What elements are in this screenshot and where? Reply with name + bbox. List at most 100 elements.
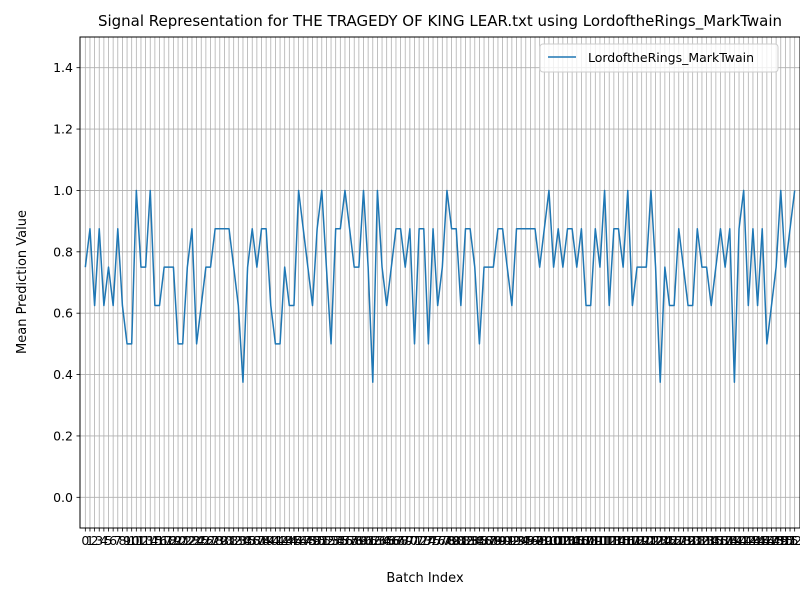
x-tick-label: 129: [671, 533, 695, 548]
x-tick-label: 48: [300, 533, 316, 548]
x-tick-label: 149: [764, 533, 788, 548]
x-tick-label: 87: [481, 533, 497, 548]
x-tick-label: 38: [254, 533, 270, 548]
x-tick-label: 117: [616, 533, 640, 548]
x-tick-label: 80: [448, 533, 464, 548]
x-tick-label: 33: [230, 533, 246, 548]
x-tick-label: 95: [518, 533, 534, 548]
x-tick-label: 70: [402, 533, 418, 548]
x-tick-label: 140: [722, 533, 746, 548]
x-tick-label: 10: [124, 533, 140, 548]
y-tick-label: 1.4: [53, 60, 73, 75]
x-tick-label: 14: [142, 533, 158, 548]
x-tick-label: 11: [128, 533, 144, 548]
x-tick-label: 27: [203, 533, 219, 548]
x-tick-label: 111: [588, 533, 612, 548]
x-tick-label: 81: [453, 533, 469, 548]
x-tick-label: 148: [760, 533, 784, 548]
x-tick-label: 40: [263, 533, 279, 548]
x-tick-label: 134: [695, 533, 719, 548]
y-tick-label: 0.4: [53, 367, 73, 382]
x-tick-label: 28: [207, 533, 223, 548]
x-axis-ticks: 0123456789101112131415161718192021222324…: [81, 528, 800, 548]
x-tick-label: 6: [109, 533, 117, 548]
x-tick-label: 7: [114, 533, 122, 548]
x-tick-label: 76: [430, 533, 446, 548]
x-tick-label: 84: [467, 533, 483, 548]
x-tick-label: 113: [597, 533, 621, 548]
x-tick-label: 124: [648, 533, 672, 548]
x-tick-label: 73: [416, 533, 432, 548]
x-tick-label: 145: [746, 533, 770, 548]
x-tick-label: 98: [532, 533, 548, 548]
x-tick-label: 22: [179, 533, 195, 548]
x-tick-label: 151: [773, 533, 797, 548]
x-tick-label: 72: [411, 533, 427, 548]
x-tick-label: 9: [123, 533, 131, 548]
x-tick-label: 35: [240, 533, 256, 548]
x-tick-label: 116: [611, 533, 635, 548]
x-tick-label: 41: [267, 533, 283, 548]
x-tick-label: 26: [198, 533, 214, 548]
x-tick-label: 106: [565, 533, 589, 548]
x-tick-label: 108: [574, 533, 598, 548]
x-tick-label: 24: [189, 533, 205, 548]
x-tick-label: 43: [277, 533, 293, 548]
x-axis-label: Batch Index: [386, 571, 464, 586]
x-tick-label: 144: [741, 533, 765, 548]
x-tick-label: 104: [556, 533, 580, 548]
x-tick-label: 54: [328, 533, 344, 548]
y-axis-ticks: 0.0 0.2 0.4 0.6 0.8 1.0 1.2 1.4: [53, 60, 80, 505]
x-tick-label: 71: [407, 533, 423, 548]
x-tick-label: 141: [727, 533, 751, 548]
x-tick-label: 50: [309, 533, 325, 548]
x-tick-label: 85: [471, 533, 487, 548]
plot-frame: [79, 36, 800, 529]
x-tick-label: 13: [138, 533, 154, 548]
x-tick-label: 44: [281, 533, 297, 548]
x-tick-label: 16: [152, 533, 168, 548]
x-tick-label: 135: [699, 533, 723, 548]
x-tick-label: 146: [750, 533, 774, 548]
x-tick-label: 82: [458, 533, 474, 548]
x-tick-label: 128: [667, 533, 691, 548]
x-tick-label: 12: [133, 533, 149, 548]
x-tick-label: 132: [685, 533, 709, 548]
x-tick-label: 23: [184, 533, 200, 548]
x-tick-label: 30: [216, 533, 232, 548]
x-tick-label: 75: [425, 533, 441, 548]
x-tick-label: 130: [676, 533, 700, 548]
x-tick-label: 45: [286, 533, 302, 548]
x-tick-label: 47: [295, 533, 311, 548]
series-line: [84, 189, 796, 383]
x-tick-label: 114: [602, 533, 626, 548]
x-tick-label: 79: [444, 533, 460, 548]
y-gridlines: [80, 67, 800, 498]
x-tick-label: 92: [504, 533, 520, 548]
x-tick-label: 150: [769, 533, 793, 548]
x-tick-label: 63: [369, 533, 385, 548]
x-tick-label: 42: [272, 533, 288, 548]
y-tick-label: 0.8: [53, 244, 73, 259]
x-tick-label: 29: [212, 533, 228, 548]
x-tick-label: 31: [221, 533, 237, 548]
x-tick-label: 1: [86, 533, 94, 548]
x-tick-label: 64: [374, 533, 390, 548]
x-tick-label: 107: [569, 533, 593, 548]
x-tick-label: 21: [175, 533, 191, 548]
x-tick-label: 0: [81, 533, 89, 548]
y-axis-label: Mean Prediction Value: [15, 210, 30, 354]
x-tick-label: 90: [495, 533, 511, 548]
x-tick-label: 25: [193, 533, 209, 548]
x-tick-label: 2: [91, 533, 99, 548]
x-tick-label: 66: [383, 533, 399, 548]
x-tick-label: 78: [439, 533, 455, 548]
x-tick-label: 8: [118, 533, 126, 548]
x-tick-label: 99: [536, 533, 552, 548]
x-tick-label: 96: [522, 533, 538, 548]
x-tick-label: 59: [351, 533, 367, 548]
x-tick-label: 136: [704, 533, 728, 548]
x-tick-label: 153: [783, 533, 800, 548]
x-tick-label: 20: [170, 533, 186, 548]
